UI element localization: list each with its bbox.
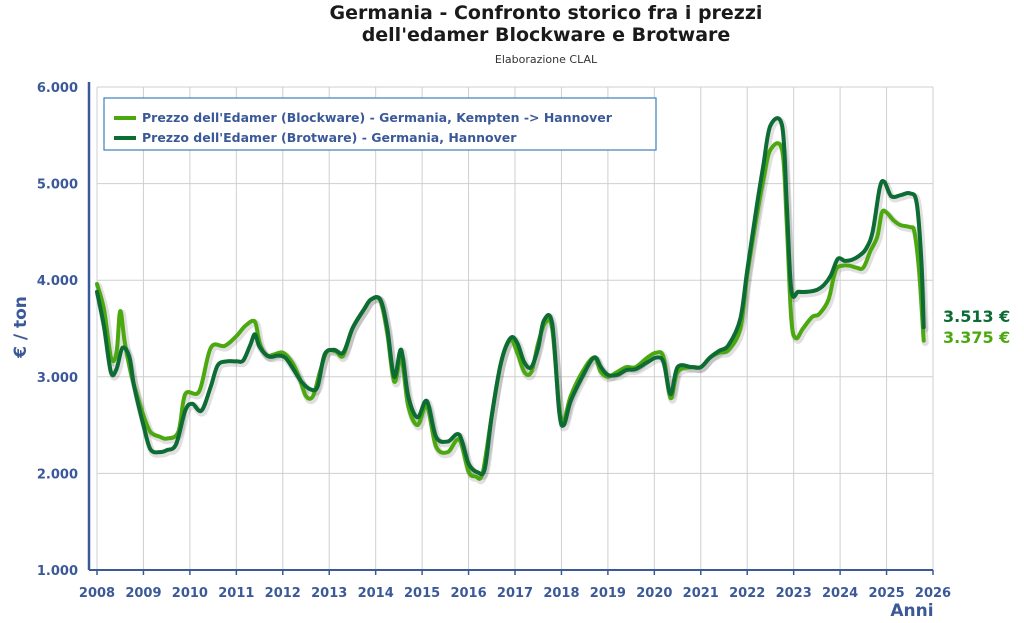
y-tick-label: 3.000 (37, 371, 78, 386)
chart-title-line1: Germania - Confronto storico fra i prezz… (330, 2, 763, 24)
x-tick-label: 2010 (172, 586, 208, 601)
end-value-labels: 3.513 € 3.375 € (943, 307, 1010, 347)
y-tick-label: 6.000 (37, 81, 78, 96)
x-tick-label: 2014 (358, 586, 394, 601)
y-tick-label: 5.000 (37, 178, 78, 193)
x-tick-label: 2021 (683, 586, 719, 601)
x-tick-label: 2012 (265, 586, 301, 601)
y-tick-label: 4.000 (37, 274, 78, 289)
end-label-blockware: 3.375 € (943, 328, 1010, 347)
legend-label-brotware: Prezzo dell'Edamer (Brotware) - Germania… (142, 130, 517, 145)
x-tick-label: 2016 (450, 586, 486, 601)
axes (87, 82, 934, 575)
x-axis-label: Anni (890, 601, 933, 621)
x-tick-label: 2011 (218, 586, 254, 601)
x-tick-label: 2022 (729, 586, 765, 601)
x-tick-label: 2008 (79, 586, 115, 601)
x-tick-labels: 2008 2009 2010 2011 2012 2013 2014 2015 2016 2017… (79, 586, 951, 601)
series-line-brotware (95, 116, 926, 477)
x-tick-label: 2013 (311, 586, 347, 601)
x-tick-label: 2018 (543, 586, 579, 601)
x-tick-label: 2009 (125, 586, 161, 601)
y-tick-label: 2.000 (37, 467, 78, 482)
y-tick-label: 1.000 (37, 564, 78, 579)
end-label-brotware: 3.513 € (943, 307, 1010, 326)
legend-label-blockware: Prezzo dell'Edamer (Blockware) - Germani… (142, 110, 613, 125)
series-line-blockware-shadow (95, 141, 929, 485)
x-tick-label: 2024 (822, 586, 858, 601)
series-lines (95, 116, 929, 485)
series-line-brotware-shadow (95, 116, 929, 480)
x-tick-label: 2025 (868, 586, 904, 601)
x-tick-label: 2017 (497, 586, 533, 601)
legend-box (103, 97, 657, 151)
chart-subtitle: Elaborazione CLAL (495, 53, 598, 66)
x-tick-label: 2023 (776, 586, 812, 601)
y-axis-label: € / ton (11, 296, 31, 359)
x-tick-label: 2015 (404, 586, 440, 601)
legend: Prezzo dell'Edamer (Blockware) - Germani… (103, 97, 657, 151)
x-tick-label: 2020 (636, 586, 672, 601)
x-tick-label: 2026 (915, 586, 951, 601)
y-tick-labels: 1.000 2.000 3.000 4.000 5.000 6.000 (37, 81, 78, 579)
grid (96, 86, 934, 571)
chart-title-line2: dell'edamer Blockware e Brotware (362, 24, 731, 46)
series-line-blockware (95, 141, 926, 481)
x-tick-label: 2019 (590, 586, 626, 601)
